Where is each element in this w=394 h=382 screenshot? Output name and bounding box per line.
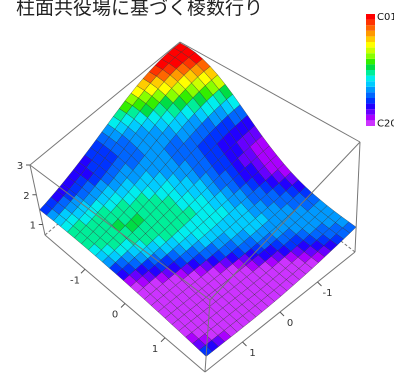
surface-cell [199, 344, 213, 357]
color-legend: C01 C20 [366, 12, 394, 129]
x-tick-label: 0 [112, 310, 118, 321]
legend-swatch [366, 98, 375, 104]
box-edge-top-left [29, 41, 181, 166]
legend-swatch [366, 103, 375, 110]
legend-label-first: C01 [377, 12, 394, 23]
legend-swatch [366, 86, 375, 93]
chart-title: 柱面共役場に基づく棱数行り [16, 0, 264, 19]
y-tick-mark [242, 341, 247, 347]
legend-swatch [366, 114, 375, 121]
y-tick-mark [317, 281, 322, 287]
legend-swatch [366, 36, 375, 42]
bounding-box-front [29, 141, 361, 373]
x-tick-mark [160, 337, 166, 343]
legend-label-last: C20 [377, 118, 394, 129]
legend-swatch [366, 75, 375, 82]
legend-swatch [366, 19, 375, 26]
legend-swatch [366, 42, 375, 48]
legend-swatch [366, 25, 375, 31]
legend-swatch [366, 81, 375, 87]
legend-swatch [366, 30, 375, 37]
x-tick-label: 1 [152, 344, 158, 355]
legend-swatch [366, 64, 375, 70]
box-edge-left-vertical [29, 164, 46, 236]
legend-swatch [366, 58, 375, 65]
surface-mesh [39, 42, 357, 357]
legend-swatch [366, 14, 375, 20]
y-tick-label: 0 [287, 318, 293, 329]
x-tick-label: -1 [70, 275, 80, 286]
x-tick-mark [80, 268, 86, 274]
y-tick-label: -1 [323, 288, 333, 299]
x-tick-mark [120, 303, 126, 308]
y-tick-mark [279, 311, 285, 317]
y-tick-label: 1 [249, 348, 255, 359]
box-edge-front-vertical [204, 299, 211, 373]
legend-swatch [366, 70, 375, 76]
z-tick-label: 1 [30, 221, 36, 232]
legend-swatch [366, 120, 375, 126]
z-tick-label: 3 [17, 161, 23, 172]
box-edge-top-back [179, 41, 361, 143]
legend-swatch [366, 53, 375, 59]
legend-swatch [366, 109, 375, 115]
legend-swatch [366, 47, 375, 54]
legend-swatch [366, 92, 375, 98]
box-edge-top-front-right [209, 141, 361, 301]
z-tick-label: 2 [23, 191, 29, 202]
axis-ticks: -1 0 1 1 0 -1 3 2 1 [17, 161, 333, 359]
box-edge-right-vertical [354, 141, 361, 253]
box-edge-top-front-left [29, 164, 211, 301]
